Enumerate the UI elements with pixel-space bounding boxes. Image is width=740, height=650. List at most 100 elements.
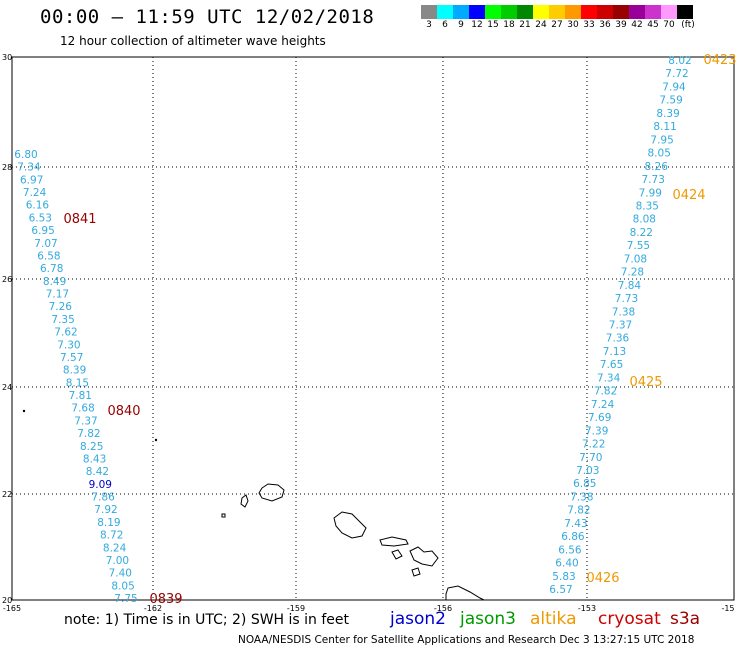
color-swatch [677, 5, 693, 19]
wave-height-value: 7.57 [60, 352, 83, 364]
wave-height-value: 8.42 [86, 466, 109, 478]
wave-height-value: 8.39 [656, 108, 679, 120]
hawaiian-islands [221, 483, 485, 601]
wave-height-value: 7.82 [567, 505, 590, 517]
wave-height-value: 7.95 [650, 134, 673, 146]
island-molokai [379, 536, 409, 547]
latitude-label: 28 [2, 163, 12, 172]
wave-height-value: 7.73 [642, 174, 665, 186]
units-note: note: 1) Time is in UTC; 2) SWH is in fe… [64, 612, 350, 628]
wave-height-value: 7.59 [659, 95, 682, 107]
satellite-legend-item: cryosat [598, 609, 661, 629]
island-lanai [391, 549, 403, 560]
wave-height-value: 8.49 [43, 276, 66, 288]
color-swatch [469, 5, 485, 19]
wave-height-value: 7.00 [106, 555, 129, 567]
wave-height-value: 8.24 [103, 542, 127, 554]
wave-height-value: 6.56 [558, 544, 582, 556]
wave-height-value: 6.40 [555, 558, 578, 570]
wave-height-value: 7.39 [585, 425, 608, 437]
satellite-legend-item: jason3 [460, 609, 516, 629]
island-maui [409, 546, 439, 567]
wave-height-value: 8.11 [653, 121, 676, 133]
longitude-label: -165 [3, 604, 21, 613]
color-swatch [533, 5, 549, 19]
wave-height-value: 7.08 [624, 253, 647, 265]
axis-labels: -165 -162 -159 -156 -153 -15 30 28 26 24 22 20 [2, 53, 735, 613]
color-swatch [437, 5, 453, 19]
color-scale-label: 15 [487, 20, 499, 30]
wave-height-value: 7.72 [665, 68, 688, 80]
wave-height-value: 7.03 [576, 465, 599, 477]
wave-height-value: 7.24 [23, 187, 47, 199]
longitude-label: -162 [144, 604, 162, 613]
longitude-label: -159 [287, 604, 305, 613]
wave-height-value: 7.36 [606, 333, 630, 345]
wave-height-value: 7.86 [91, 492, 115, 504]
wave-height-value: 7.82 [594, 386, 617, 398]
color-scale-label: 42 [631, 20, 643, 30]
color-scale-label: 6 [442, 20, 448, 30]
wave-height-value: 7.75 [114, 593, 137, 605]
color-scale-label: 24 [535, 20, 547, 30]
satellite-legend-item: s3a [670, 609, 701, 629]
wave-height-value: 7.43 [564, 518, 587, 530]
graticule [12, 57, 734, 600]
pass-time-label: 0423 [703, 53, 736, 68]
wave-height-value: 7.13 [603, 346, 626, 358]
map-title: 00:00 – 11:59 UTC 12/02/2018 [40, 6, 375, 28]
wave-height-value: 7.24 [591, 399, 615, 411]
wave-height-value: 7.17 [46, 289, 69, 301]
wave-height-value: 7.69 [588, 412, 611, 424]
color-scale-label: 36 [599, 20, 611, 30]
wave-height-value: 6.80 [14, 149, 37, 161]
island-kauai [258, 483, 285, 502]
pass-time-label: 0426 [586, 571, 619, 586]
wave-height-value: 7.22 [582, 439, 605, 451]
color-scale-label: 21 [519, 20, 531, 30]
wave-height-value: 8.15 [66, 377, 89, 389]
wave-height-value: 7.37 [609, 320, 632, 332]
color-swatch [501, 5, 517, 19]
pass-time-label: 0841 [63, 212, 96, 227]
island-oahu [333, 511, 367, 539]
color-scale-label: 39 [615, 20, 627, 30]
pass-time-label: 0425 [629, 375, 662, 390]
color-scale-label: 30 [567, 20, 579, 30]
wave-height-value: 6.85 [573, 478, 596, 490]
map-frame [11, 56, 735, 601]
wave-height-value: 7.70 [579, 452, 602, 464]
pass-time-labels: 0841 0840 0839 0423 0424 0425 0426 [63, 53, 736, 607]
wave-height-value: 7.40 [109, 568, 132, 580]
latitude-label: 26 [2, 275, 12, 284]
color-scale-label: 9 [458, 20, 464, 30]
wave-height-value: 7.55 [627, 240, 650, 252]
islet-dot [22, 409, 26, 413]
wave-height-value: 7.68 [71, 403, 94, 415]
pass-time-label: 0839 [149, 592, 182, 607]
island-kaula [221, 513, 226, 518]
pass-time-label: 0840 [107, 404, 140, 419]
latitude-label: 20 [2, 596, 12, 605]
color-swatch [597, 5, 613, 19]
wave-height-value: 9.09 [89, 479, 112, 491]
island-hawaii [445, 585, 485, 601]
island-niihau [240, 494, 249, 508]
pass-time-label: 0424 [672, 188, 705, 203]
color-scale-label: 18 [503, 20, 515, 30]
wave-height-value: 6.97 [20, 174, 43, 186]
color-scale [421, 5, 693, 19]
wave-height-value: 8.39 [63, 365, 86, 377]
wave-height-value: 8.26 [645, 161, 669, 173]
wave-height-value: 6.78 [40, 263, 63, 275]
wave-height-value: 8.43 [83, 454, 106, 466]
latitude-label: 24 [2, 383, 12, 392]
wave-height-value: 7.26 [49, 301, 73, 313]
longitude-label: -153 [578, 604, 596, 613]
latitude-label: 30 [2, 53, 12, 62]
color-swatch [517, 5, 533, 19]
wave-height-value: 8.72 [100, 530, 123, 542]
color-scale-label: 70 [663, 20, 675, 30]
color-scale-label: 12 [471, 20, 483, 30]
